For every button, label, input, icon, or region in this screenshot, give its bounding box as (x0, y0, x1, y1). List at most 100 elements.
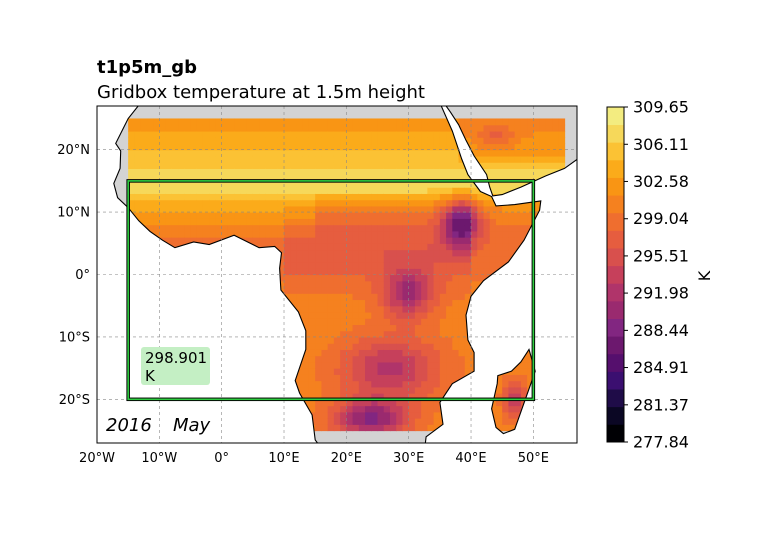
temperature-cell (227, 224, 235, 232)
temperature-cell (333, 218, 341, 226)
temperature-cell (196, 224, 204, 232)
temperature-cell (302, 162, 310, 170)
temperature-cell (427, 143, 435, 151)
temperature-cell (408, 336, 416, 344)
temperature-cell (196, 230, 204, 238)
temperature-cell (439, 118, 447, 126)
temperature-cell (184, 118, 192, 126)
temperature-cell (365, 237, 372, 244)
temperature-cell (340, 249, 347, 257)
temperature-cell (184, 187, 192, 194)
temperature-cell (284, 124, 291, 132)
temperature-cell (502, 243, 510, 251)
temperature-cell (202, 224, 210, 232)
temperature-cell (446, 255, 453, 263)
temperature-cell (408, 168, 416, 176)
temperature-cell (346, 155, 354, 163)
temperature-cell (215, 187, 223, 194)
temperature-cell (333, 368, 341, 375)
temperature-cell (315, 205, 323, 213)
temperature-cell (221, 162, 229, 170)
temperature-cell (308, 212, 316, 219)
temperature-cell (333, 180, 341, 188)
temperature-cell (402, 124, 410, 132)
temperature-cell (333, 355, 341, 363)
temperature-cell (495, 212, 503, 219)
temperature-cell (302, 393, 310, 400)
temperature-cell (271, 199, 279, 207)
temperature-cell (215, 230, 223, 238)
temperature-cell (365, 174, 372, 182)
temperature-cell (383, 336, 391, 344)
temperature-cell (327, 274, 335, 282)
temperature-cell (439, 168, 447, 176)
temperature-cell (265, 143, 273, 151)
temperature-cell (340, 205, 347, 213)
temperature-cell (308, 386, 316, 394)
temperature-cell (471, 262, 478, 269)
temperature-cell (427, 355, 435, 363)
temperature-cell (458, 249, 466, 257)
temperature-cell (433, 218, 441, 226)
temperature-cell (452, 311, 460, 319)
temperature-cell (284, 155, 291, 163)
temperature-cell (246, 193, 254, 201)
temperature-cell (383, 411, 391, 419)
temperature-cell (414, 418, 422, 425)
temperature-cell (134, 155, 142, 163)
temperature-cell (389, 205, 397, 213)
temperature-cell (240, 137, 248, 145)
temperature-cell (427, 305, 435, 313)
temperature-cell (452, 187, 460, 194)
temperature-cell (327, 318, 335, 326)
temperature-cell (265, 212, 273, 219)
temperature-cell (433, 187, 441, 194)
temperature-cell (365, 336, 372, 344)
temperature-cell (389, 349, 397, 357)
temperature-cell (346, 224, 354, 232)
temperature-cell (277, 155, 285, 163)
temperature-cell (383, 349, 391, 357)
temperature-cell (190, 149, 198, 157)
temperature-cell (464, 286, 472, 294)
temperature-cell (184, 199, 192, 207)
temperature-cell (308, 224, 316, 232)
temperature-cell (315, 399, 323, 407)
temperature-cell (196, 162, 204, 170)
temperature-cell (265, 137, 273, 145)
temperature-cell (327, 118, 335, 126)
temperature-cell (446, 330, 453, 338)
temperature-cell (352, 143, 360, 151)
temperature-cell (458, 286, 466, 294)
temperature-cell (284, 149, 291, 157)
temperature-cell (433, 318, 441, 326)
temperature-cell (265, 218, 273, 226)
temperature-cell (433, 243, 441, 251)
temperature-cell (277, 212, 285, 219)
temperature-cell (452, 361, 460, 369)
temperature-cell (308, 318, 316, 326)
temperature-cell (246, 162, 254, 170)
temperature-cell (140, 187, 148, 194)
temperature-cell (464, 212, 472, 219)
temperature-cell (527, 218, 534, 226)
temperature-cell (346, 137, 354, 145)
temperature-cell (302, 137, 310, 145)
temperature-cell (458, 162, 466, 170)
temperature-cell (408, 305, 416, 313)
temperature-cell (327, 187, 335, 194)
temperature-cell (196, 118, 204, 126)
temperature-cell (296, 237, 304, 244)
temperature-cell (464, 293, 472, 301)
temperature-cell (371, 162, 379, 170)
temperature-cell (402, 311, 410, 319)
temperature-cell (296, 137, 304, 145)
temperature-cell (352, 155, 360, 163)
temperature-cell (377, 355, 385, 363)
temperature-cell (371, 386, 379, 394)
temperature-cell (408, 424, 416, 432)
temperature-cell (190, 187, 198, 194)
temperature-cell (433, 274, 441, 282)
temperature-cell (284, 280, 291, 288)
temperature-cell (433, 286, 441, 294)
